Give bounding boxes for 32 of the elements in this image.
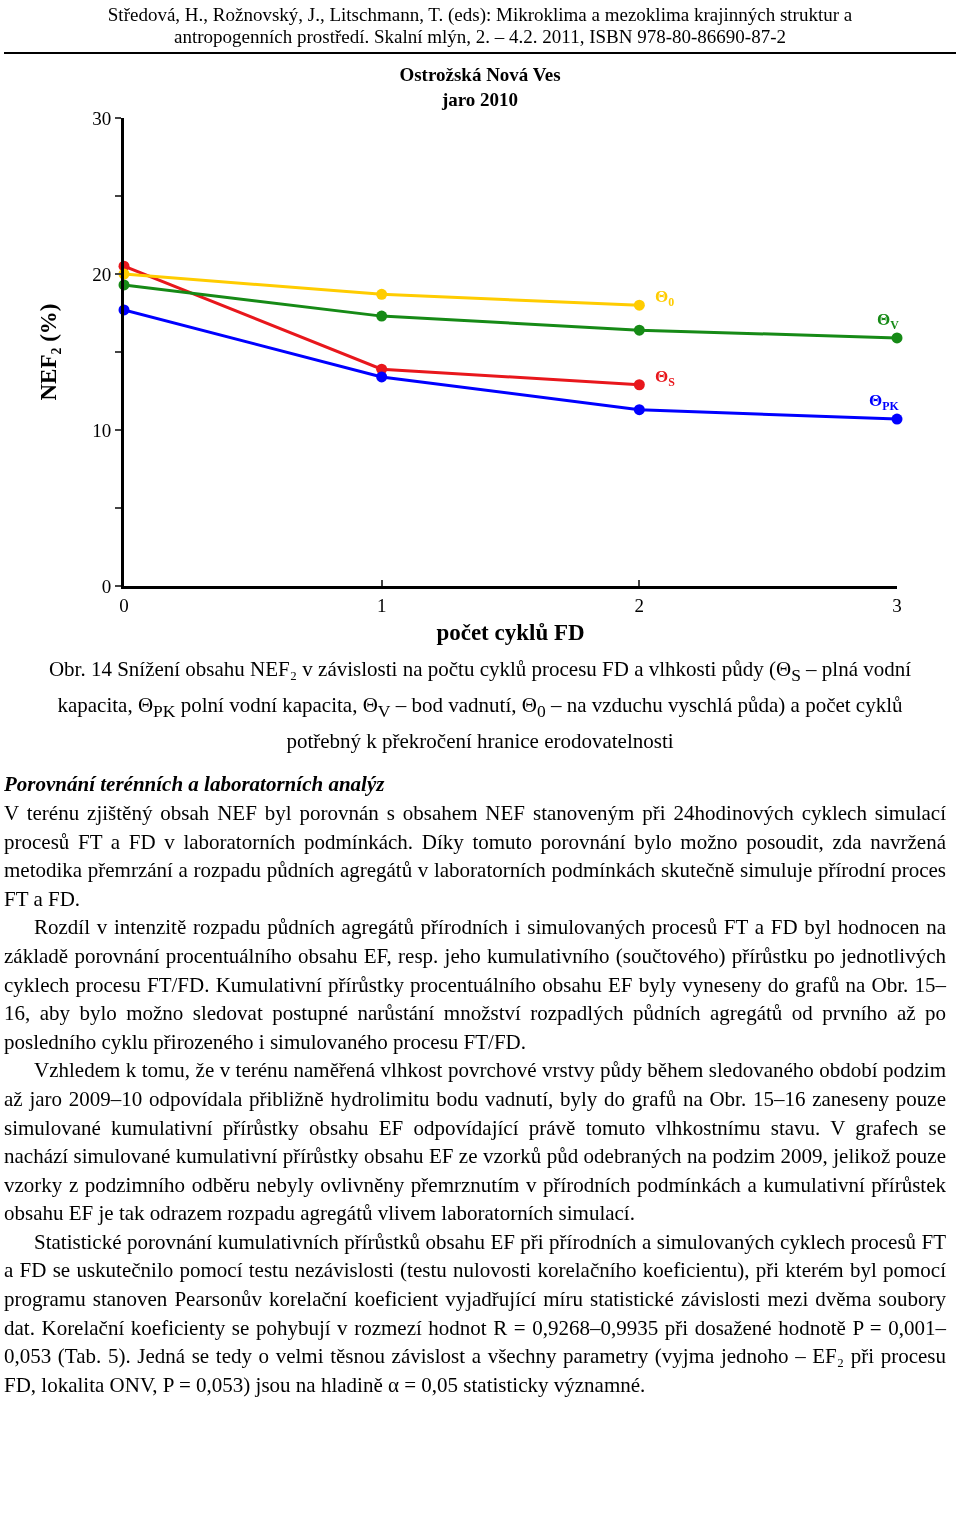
point <box>633 299 645 311</box>
point <box>376 371 388 383</box>
y-tick-label: 10 <box>92 419 112 441</box>
series-label: Θ$_{V}$ <box>877 310 900 332</box>
y-axis-title: NEF₂ (%) <box>35 303 61 401</box>
text: Obr. 14 Snížení obsahu NEF₂ v závislosti na počtu cyklů procesu FD a vlhkosti půdy (Θ$_{S}$ – plná vodní kapacita, Θ$_{PK}$ polní vodní kapacita, Θ$_{V}$ – bod vadnutí, Θ$_{0}$ – na vzduchu vyschlá půda) a počet cyklů potřebný k překročení hranice erodovatelnosti <box>48 657 912 754</box>
series-label: Θ$_{PK}$ <box>869 391 900 413</box>
x-axis-title: počet cyklů FD <box>436 620 585 646</box>
x-tick-label: 1 <box>376 594 387 616</box>
x-tick-label: 2 <box>634 594 645 616</box>
text: V terénu zjištěný obsah NEF byl porovnán s obsahem NEF stanoveným při 24hodinových cyklech simulací procesů FT a FD v laboratorních podmínkách. Díky tomuto porovnání bylo možno posoudit, zda navržená metodika přemrzání a rozpadu půdních agregátů v laboratorních podmínkách skutečně simuluje přírodní proces FT a FD. <box>4 799 946 913</box>
text: Středová, H., Rožnovský, J., Litschmann, T. (eds): Mikroklima a mezoklima krajinných struktur a antropogenních prostředí. Skalní mlýn, 2. – 4.2. 2011, ISBN 978-80-86690-87-2 <box>4 0 956 54</box>
point <box>376 310 388 322</box>
point <box>891 332 903 344</box>
text: Vzhledem k tomu, že v terénu naměřená vlhkost povrchové vrstvy půdy během sledovaného období podzim až jaro 2009–10 odpovídala přibližně hydrolimitu bodu vadnutí, byly do grafů na Obr. 15–16 zaneseny pouze simulované kumulativní přírůstky obsahu EF odpovídající právě tomuto vlhkostnímu stavu. V grafech se nachází simulované kumulativní přírůstky obsahu EF ze vzorků půd odebraných na podzim 2009, jelikož pouze vzorky z podzimního odběru nebyly ovlivněny přemrznutím v přírodních podmínkách a kumulativní přírůstek obsahu EF je tak odrazem rozpadu agregátů vlivem laboratorních simulací. <box>4 1057 946 1228</box>
y-tick-label: 0 <box>101 575 112 597</box>
y-tick-label: 30 <box>92 107 112 129</box>
point <box>633 379 645 391</box>
point <box>633 324 645 336</box>
text: Porovnání terénních a laboratorních analýz <box>4 771 386 799</box>
text: Rozdíl v intenzitě rozpadu půdních agregátů přírodních i simulovaných procesů FT a FD byl hodnocen na základě porovnání procentuálního obsahu EF, resp. jeho kumulativního (součtového) přírůstku po jednotlivých cyklech procesu FT/FD. Kumulativní přírůstky procentuálního obsahu EF byly vyneseny do grafů na Obr. 15–16, aby bylo možno sledovat postupné narůstání množství rozpadlých půdních agregátů od prvního až po posledního cyklu přirozeného i simulovaného procesu FT/FD. <box>4 914 946 1056</box>
point <box>891 413 903 425</box>
text: Statistické porovnání kumulativních přírůstků obsahu EF při přírodních a simulovaných cyklech procesů FT a FD se uskutečnilo pomocí testu nezávislosti (testu nulovosti korelačního koeficientu), při kterém byl pomocí programu stanoven Pearsonův korelační koeficient vyjadřující míru statistické závislosti mezi dvěma soubory dat. Korelační koeficienty se pohybují v rozmezí hodnot R = 0,9268–0,9935 při dosažené hodnotě P = 0,001–0,053 (Tab. 5). Jedná se tedy o velmi těsnou závislost a všechny parametry (vyjma jednoho – EF₂ při procesu FD, lokalita ONV, P = 0,053) jsou na hladině α = 0,05 statisticky významné. <box>4 1228 946 1399</box>
chart-title: Ostrožská Nová Ves <box>399 64 561 85</box>
x-tick-label: 3 <box>892 594 902 616</box>
y-tick-label: 20 <box>92 263 112 285</box>
series-label: Θ$_{S}$ <box>655 367 676 389</box>
series-label: Θ$_{0}$ <box>655 287 675 309</box>
x-tick-label: 0 <box>119 594 129 616</box>
point <box>633 404 645 416</box>
chart-subtitle: jaro 2010 <box>440 88 519 110</box>
point <box>376 288 388 300</box>
